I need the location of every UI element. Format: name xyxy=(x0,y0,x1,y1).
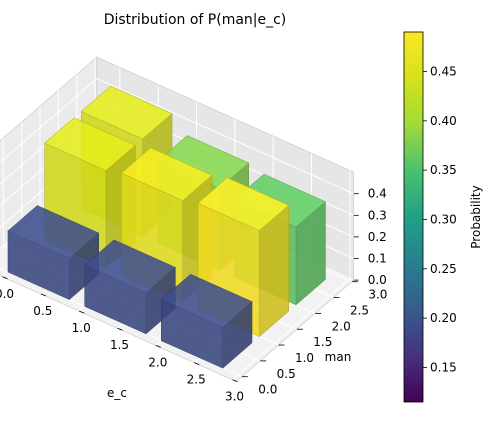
x-tick-mark xyxy=(40,293,46,297)
y-tick-label: 2.0 xyxy=(332,319,351,333)
bar xyxy=(84,239,176,335)
grid-line-y xyxy=(0,267,243,378)
x-tick-mark xyxy=(117,327,123,331)
colorbar-gradient xyxy=(403,31,424,403)
x-tick-mark xyxy=(2,276,8,280)
colorbar: 0.15 0.20 0.25 0.30 0.35 0.40 0.45 xyxy=(403,31,457,403)
colorbar-tick-label: 0.20 xyxy=(430,311,457,325)
colorbar-tick-label: 0.25 xyxy=(430,262,457,276)
z-tick-label: 0.4 xyxy=(368,187,387,201)
x-tick-label: 0.5 xyxy=(33,304,52,318)
x-axis-label: e_c xyxy=(107,386,127,400)
bar-top-face xyxy=(80,85,173,140)
colorbar-tick-label: 0.30 xyxy=(430,213,457,227)
bars-group xyxy=(7,85,326,369)
bar-top-face xyxy=(120,147,213,201)
x-tick-label: 0.0 xyxy=(0,287,14,301)
z-tick-label: 0.1 xyxy=(368,252,387,266)
colorbar-tick-label: 0.45 xyxy=(430,65,457,79)
colorbar-tick-label: 0.35 xyxy=(430,163,457,177)
grid-line-z xyxy=(0,78,354,195)
y-tick-label: 0.0 xyxy=(258,383,277,397)
bar-top-face xyxy=(197,177,290,231)
x-tick-label: 3.0 xyxy=(225,390,244,404)
x-tick-mark xyxy=(79,310,85,314)
x-tick-mark xyxy=(232,379,238,383)
z-tick-label: 0.3 xyxy=(368,208,387,222)
x-tick-mark xyxy=(194,362,200,365)
bar xyxy=(160,273,253,369)
colorbar-label: Probability xyxy=(469,185,483,248)
y-tick-label: 2.5 xyxy=(350,304,369,318)
axis-ticks: 0.00.51.01.52.02.53.00.00.51.01.52.02.53… xyxy=(0,187,387,404)
chart-title: Distribution of P(man|e_c) xyxy=(104,12,287,28)
x-tick-label: 1.5 xyxy=(110,338,129,352)
bar xyxy=(7,205,100,301)
x-tick-label: 2.0 xyxy=(148,355,167,369)
bar-top-face xyxy=(44,117,136,171)
y-tick-label: 0.5 xyxy=(277,367,296,381)
colorbar-tick-label: 0.15 xyxy=(430,361,457,375)
z-tick-label: 0.0 xyxy=(368,273,387,287)
bar-top-face xyxy=(7,205,100,259)
y-axis-label: man xyxy=(325,350,352,364)
z-tick-label: 0.2 xyxy=(368,230,387,244)
y-tick-label: 1.0 xyxy=(295,351,314,365)
bar-top-face xyxy=(160,273,253,328)
x-tick-mark xyxy=(155,345,161,348)
x-tick-label: 1.0 xyxy=(72,321,91,335)
bar-top-face xyxy=(84,239,176,294)
y-tick-label: 1.5 xyxy=(313,335,332,349)
y-tick-label: 3.0 xyxy=(368,288,387,302)
x-tick-label: 2.5 xyxy=(187,373,206,387)
colorbar-tick-label: 0.40 xyxy=(430,114,457,128)
